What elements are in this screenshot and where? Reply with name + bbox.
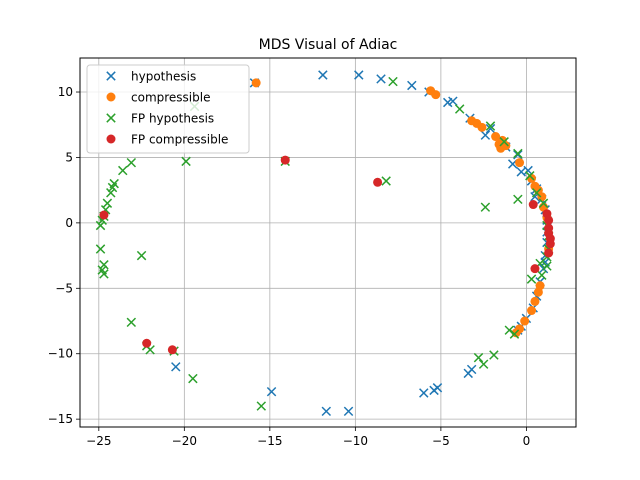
fp-hypothesis-point	[480, 202, 491, 212]
legend-marker-fp-compressible	[106, 134, 116, 144]
fp-hypothesis-point	[256, 401, 267, 411]
legend: hypothesis compressible FP hypothesis FP co…	[86, 64, 250, 154]
legend-label-fp-compressible: FP compressible	[131, 133, 228, 147]
fp-hypothesis-point	[99, 269, 109, 279]
fp-compressible-point	[544, 215, 554, 225]
y-tick-label: −5	[55, 281, 73, 295]
y-tick-label: −15	[48, 412, 73, 426]
fp-hypothesis-point	[381, 176, 391, 186]
hypothesis-point	[419, 388, 429, 398]
fp-compressible-point	[528, 200, 538, 210]
y-tick-label: 10	[58, 85, 73, 99]
hypothesis-point	[513, 150, 523, 160]
fp-hypothesis-point	[99, 260, 109, 270]
legend-label-compressible: compressible	[131, 91, 210, 105]
fp-hypothesis-point	[118, 165, 128, 176]
compressible-point	[520, 316, 530, 326]
fp-hypothesis-point	[526, 274, 537, 284]
compressible-point	[515, 158, 525, 168]
fp-hypothesis-point	[106, 188, 116, 198]
legend-marker-fp-hypothesis	[106, 113, 116, 123]
fp-hypothesis-point	[513, 194, 523, 205]
compressible-point	[537, 192, 547, 202]
hypothesis-point	[266, 386, 277, 397]
legend-marker-hypothesis	[106, 71, 116, 81]
fp-hypothesis-point	[126, 157, 137, 168]
fp-hypothesis-point	[485, 121, 496, 131]
fp-hypothesis-point	[489, 350, 499, 360]
y-tick-label: 0	[65, 216, 73, 230]
compressible-point	[251, 78, 261, 88]
hypothesis-point	[376, 74, 386, 84]
fp-compressible-point	[99, 210, 109, 220]
fp-hypothesis-point	[454, 104, 465, 114]
compressible-point	[533, 287, 543, 297]
hypothesis-point	[466, 364, 477, 375]
fp-hypothesis-point	[478, 359, 489, 369]
hypothesis-point	[485, 123, 496, 134]
fp-hypothesis-point	[136, 250, 147, 261]
fp-compressible-point	[544, 248, 554, 258]
fp-hypothesis-point	[504, 325, 515, 335]
x-tick-label: −15	[257, 434, 282, 448]
fp-hypothesis-point	[473, 352, 484, 363]
chart-title: MDS Visual of Adiac	[259, 37, 398, 53]
x-tick-label: −5	[432, 434, 450, 448]
fp-compressible-point	[167, 345, 177, 355]
hypothesis-point	[480, 130, 491, 140]
x-tick-label: −25	[86, 434, 111, 448]
axis-ticks: −25 −20 −15 −10 −5 0 −15 −10 −5 0 5 10	[48, 85, 531, 448]
series-layer	[95, 70, 555, 417]
legend-marker-compressible	[106, 92, 116, 102]
x-tick-label: −20	[172, 434, 197, 448]
fp-hypothesis-point	[531, 188, 542, 198]
legend-label-hypothesis: hypothesis	[131, 70, 196, 84]
fp-hypothesis-point	[513, 148, 523, 159]
hypothesis-point	[523, 165, 533, 176]
fp-hypothesis-point	[188, 373, 198, 384]
fp-hypothesis-point	[537, 270, 547, 280]
fp-hypothesis-point	[107, 182, 118, 193]
legend-box	[86, 64, 250, 154]
legend-label-fp-hypothesis: FP hypothesis	[131, 112, 214, 126]
x-tick-label: 0	[523, 434, 531, 448]
fp-compressible-point	[373, 177, 383, 187]
series-fp-compressible	[99, 155, 555, 355]
fp-hypothesis-point	[388, 76, 398, 87]
hypothesis-point	[318, 70, 328, 80]
hypothesis-point	[321, 406, 332, 417]
fp-compressible-point	[530, 264, 540, 274]
fp-hypothesis-point	[95, 220, 106, 231]
fp-hypothesis-point	[525, 171, 535, 181]
hypothesis-point	[432, 383, 443, 393]
hypothesis-point	[171, 362, 181, 372]
plot-frame	[79, 57, 577, 428]
fp-hypothesis-point	[542, 261, 552, 271]
compressible-point	[530, 296, 540, 306]
compressible-point	[501, 141, 511, 151]
fp-hypothesis-point	[538, 198, 549, 208]
fp-hypothesis-point	[126, 317, 137, 328]
compressible-point	[431, 90, 441, 100]
hypothesis-point	[448, 96, 458, 106]
hypothesis-point	[343, 406, 354, 417]
hypothesis-point	[354, 70, 364, 80]
compressible-point	[491, 132, 501, 142]
hypothesis-point	[407, 80, 417, 91]
x-tick-label: −10	[343, 434, 368, 448]
fp-hypothesis-point	[499, 137, 509, 147]
fp-compressible-point	[142, 338, 152, 348]
y-tick-label: 5	[65, 150, 73, 164]
fp-compressible-point	[280, 155, 290, 165]
y-tick-label: −10	[48, 347, 73, 361]
fp-hypothesis-point	[509, 329, 520, 339]
fp-compressible-point	[545, 239, 555, 249]
compressible-point	[477, 122, 487, 132]
fp-hypothesis-point	[181, 156, 191, 167]
compressible-point	[527, 306, 537, 316]
fp-hypothesis-point	[95, 244, 106, 254]
